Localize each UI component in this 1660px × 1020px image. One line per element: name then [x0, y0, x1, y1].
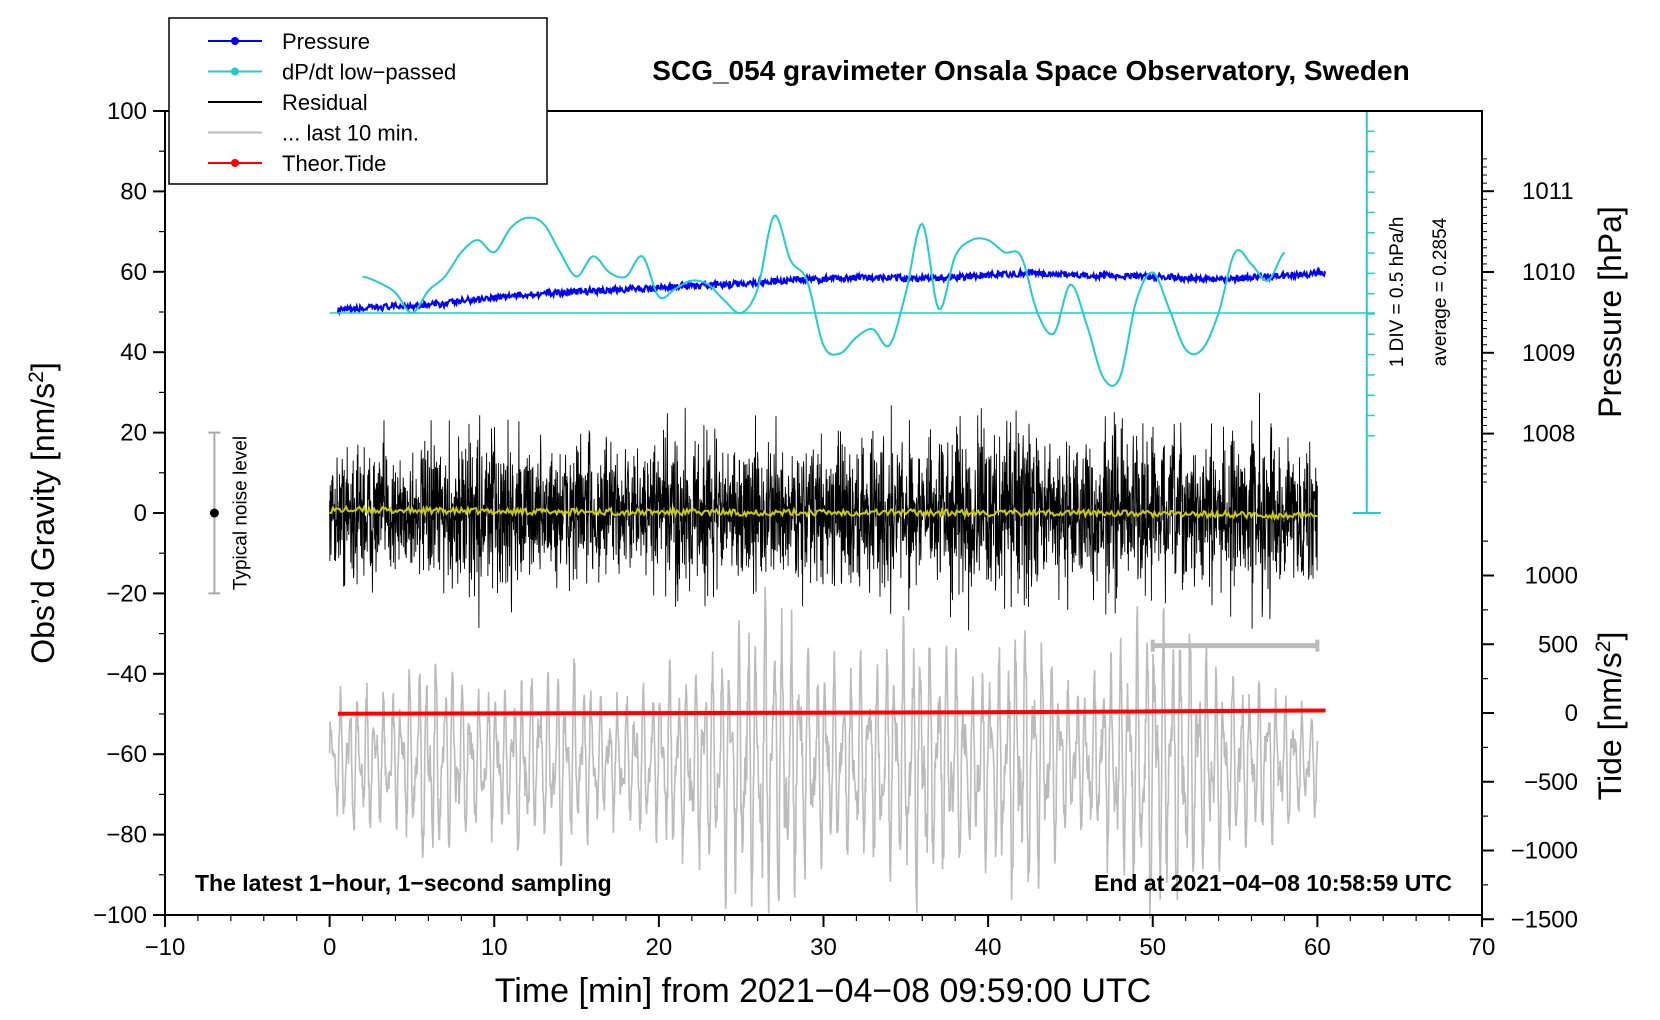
y-tick-label: 40 [120, 339, 147, 366]
y-axis-pressure-label: Pressure [hPa] [1592, 206, 1628, 418]
tide-tick-label: 0 [1565, 700, 1578, 727]
legend-label: Residual [282, 90, 368, 115]
annotation-bottom-left: The latest 1−hour, 1−second sampling [195, 870, 612, 896]
tide-tick-label: −1000 [1511, 838, 1578, 865]
tide-tick-label: −1500 [1511, 906, 1578, 933]
legend-box [168, 17, 548, 185]
y-tick-label: −60 [106, 741, 147, 768]
x-tick-label: 60 [1304, 934, 1331, 961]
tide-tick-label: 500 [1538, 631, 1578, 658]
y-tick-label: −80 [106, 822, 147, 849]
legend-marker [231, 67, 239, 76]
x-tick-label: −10 [145, 934, 186, 961]
y-axis-tide-label: Tide [nm/s2] [1592, 632, 1629, 801]
annotation-bottom-right: End at 2021−04−08 10:58:59 UTC [1094, 870, 1452, 896]
legend-label: ... last 10 min. [282, 121, 419, 146]
y-tick-label: 20 [120, 420, 147, 447]
tide-tick-label: 1000 [1525, 563, 1578, 590]
y-tick-label: 100 [107, 98, 147, 125]
pressure-tick-label: 1010 [1522, 259, 1575, 286]
x-tick-label: 0 [323, 934, 336, 961]
legend-marker [231, 37, 239, 45]
dpdt-average-label: average = 0.2854 [1430, 217, 1451, 366]
y-tick-label: −20 [106, 580, 147, 607]
x-tick-label: 10 [481, 934, 508, 961]
legend-label: Pressure [282, 29, 370, 54]
x-tick-label: 30 [810, 934, 837, 961]
x-tick-label: 40 [975, 934, 1002, 961]
series-theor-tide-line [337, 708, 1326, 716]
series-dpdt-line [362, 214, 1286, 387]
x-axis-label: Time [min] from 2021−04−08 09:59:00 UTC [495, 972, 1151, 1010]
data-series: Typical noise level [208, 110, 1381, 920]
y-tick-label: 80 [120, 178, 147, 205]
pressure-tick-label: 1009 [1522, 340, 1575, 367]
x-tick-label: 20 [646, 934, 673, 961]
noise-label: Typical noise level [230, 436, 251, 590]
legend-marker [231, 159, 239, 167]
series-pressure-line [336, 266, 1327, 317]
pressure-tick-label: 1011 [1522, 178, 1574, 205]
axes: 1 DIV = 0.5 hPa/h average = 0.2854−10 0 10 2… [25, 98, 1629, 961]
x-tick-label: 50 [1139, 934, 1166, 961]
legend-label: dP/dt low−passed [282, 60, 456, 85]
chart-title: SCG_054 gravimeter Onsala Space Observat… [652, 55, 1409, 86]
tide-tick-label: −500 [1524, 769, 1578, 796]
noise-bar-dot [209, 508, 219, 518]
pressure-tick-label: 1008 [1522, 421, 1575, 448]
y-tick-label: −40 [106, 661, 147, 688]
y-axis-left-label: Obs’d Gravity [nm/s2] [25, 362, 62, 664]
legend: Pressure dP/dt low−passed Residual ... last… [168, 17, 548, 185]
series-smoothed-residual-line [329, 504, 1318, 522]
y-tick-label: 60 [120, 259, 147, 286]
y-tick-label: −100 [93, 902, 147, 929]
y-tick-label: 0 [134, 500, 147, 527]
legend-label: Theor.Tide [282, 151, 386, 176]
dpdt-scale-label: 1 DIV = 0.5 hPa/h [1387, 217, 1408, 368]
x-tick-label: 70 [1469, 934, 1496, 961]
